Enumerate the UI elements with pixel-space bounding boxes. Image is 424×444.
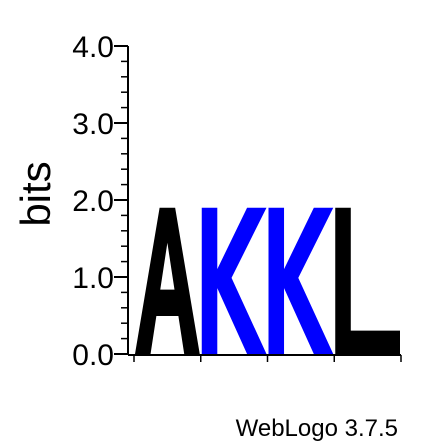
x-axis (128, 354, 402, 362)
logo-letter-k-pos-3 (268, 207, 334, 354)
logo-letter-l-pos-4 (335, 207, 400, 354)
y-tick-label: 0.0 (72, 339, 114, 372)
y-tick-label: 1.0 (72, 262, 114, 295)
logo-letters (135, 207, 400, 354)
logo-letter-a-pos-1 (135, 207, 200, 354)
y-tick-label: 2.0 (72, 185, 114, 218)
logo-letter-k-pos-2 (201, 207, 267, 354)
y-tick-label: 3.0 (72, 108, 114, 141)
y-axis-title: bits (12, 161, 59, 226)
weblogo-credit: WebLogo 3.7.5 (236, 415, 398, 442)
y-axis: 0.0 1.0 2.0 3.0 4.0 (72, 31, 129, 372)
y-tick-label: 4.0 (72, 31, 114, 64)
